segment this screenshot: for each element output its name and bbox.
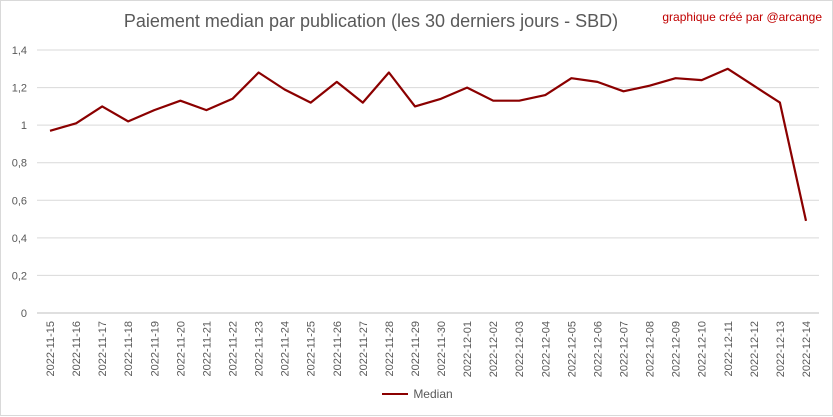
y-tick-label: 1,4: [12, 45, 27, 57]
x-tick-label: 2022-11-26: [332, 321, 344, 376]
series-line-median: [49, 67, 808, 222]
legend-swatch: [382, 393, 409, 395]
x-tick-label: 2022-11-30: [436, 321, 448, 376]
x-tick-label: 2022-12-05: [566, 321, 578, 377]
x-tick-label: 2022-11-20: [175, 321, 187, 376]
y-tick-label: 1,2: [12, 83, 27, 95]
x-tick-label: 2022-11-23: [254, 321, 266, 376]
x-tick-label: 2022-11-25: [306, 321, 318, 376]
x-tick-label: 2022-11-28: [384, 321, 396, 376]
legend: Median: [1, 387, 833, 401]
x-tick-label: 2022-12-02: [488, 321, 500, 377]
y-tick-label: 0,6: [12, 195, 27, 207]
chart-credit: graphique créé par @arcange: [662, 10, 822, 24]
x-tick-label: 2022-12-01: [462, 321, 474, 377]
y-tick-label: 0,2: [12, 270, 27, 282]
x-tick-label: 2022-11-18: [123, 321, 135, 376]
x-tick-label: 2022-12-11: [723, 321, 735, 376]
chart-title: Paiement median par publication (les 30 …: [123, 11, 619, 31]
x-tick-label: 2022-12-03: [514, 321, 526, 377]
x-tick-label: 2022-11-24: [280, 321, 292, 376]
x-tick-label: 2022-12-10: [697, 321, 709, 377]
x-tick-label: 2022-11-15: [45, 321, 57, 376]
x-tick-label: 2022-11-19: [149, 321, 161, 376]
x-tick-label: 2022-12-07: [619, 321, 631, 377]
x-tick-label: 2022-11-29: [410, 321, 422, 376]
y-tick-label: 0,4: [12, 233, 27, 245]
x-tick-label: 2022-11-22: [228, 321, 240, 376]
x-tick-label: 2022-12-04: [540, 321, 552, 377]
x-tick-label: 2022-12-14: [801, 321, 813, 377]
y-tick-label: 1: [21, 120, 27, 132]
x-tick-label: 2022-12-12: [749, 321, 761, 377]
x-tick-label: 2022-11-17: [97, 321, 109, 376]
x-tick-label: 2022-11-16: [71, 321, 83, 376]
x-tick-label: 2022-11-27: [358, 321, 370, 376]
x-tick-label: 2022-11-21: [201, 321, 213, 376]
y-tick-label: 0,8: [12, 158, 27, 170]
x-tick-label: 2022-12-06: [592, 321, 604, 377]
x-tick-label: 2022-12-13: [775, 321, 787, 377]
x-tick-label: 2022-12-09: [671, 321, 683, 377]
legend-label: Median: [413, 387, 453, 401]
x-tick-label: 2022-12-08: [645, 321, 657, 377]
y-tick-label: 0: [21, 308, 27, 320]
